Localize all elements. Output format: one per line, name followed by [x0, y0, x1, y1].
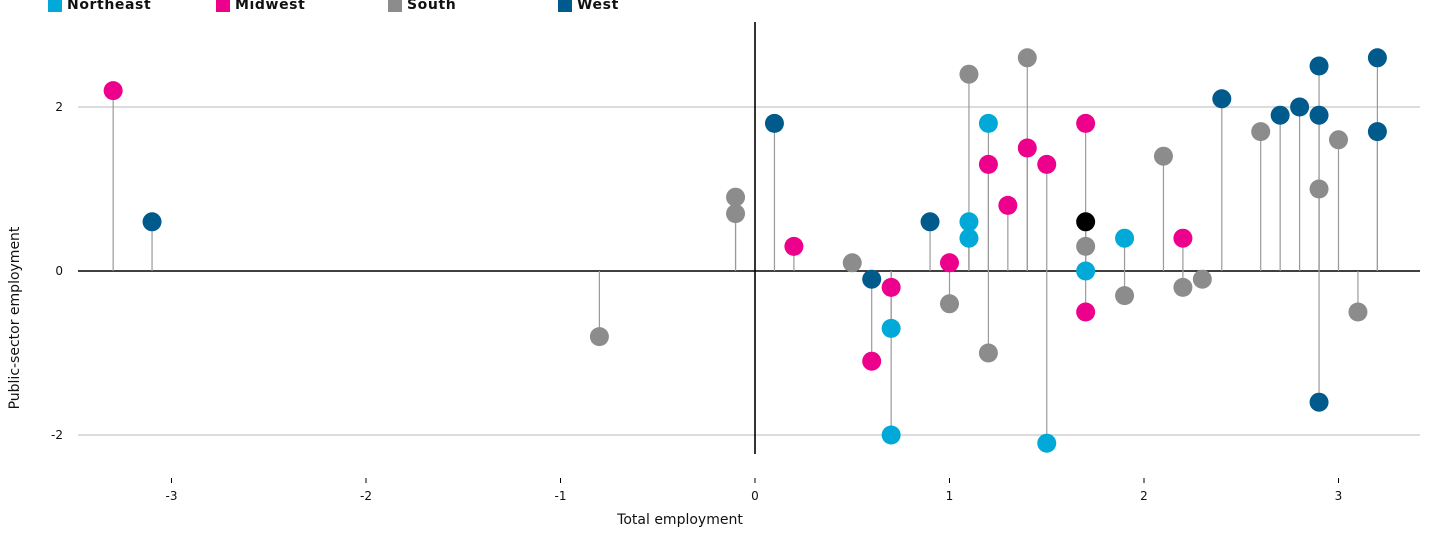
x-tick-label: 3	[1335, 489, 1343, 503]
data-point	[1367, 48, 1387, 68]
legend-swatch	[48, 0, 62, 12]
data-point	[589, 327, 609, 347]
x-tick-label: 0	[751, 489, 759, 503]
data-point	[1270, 105, 1290, 125]
tick-layer: -3 -2 -1 0 1 2 3 -2 0 2	[51, 100, 1342, 503]
legend-swatch	[558, 0, 572, 12]
data-point	[1153, 146, 1173, 166]
y-tick-label: 2	[55, 100, 63, 114]
data-point	[103, 81, 123, 101]
x-axis-title: Total employment	[616, 512, 743, 528]
data-point	[1037, 433, 1057, 453]
data-point	[881, 318, 901, 338]
legend-item: South	[388, 0, 456, 13]
data-point	[881, 425, 901, 445]
data-point	[1173, 228, 1193, 248]
data-point	[1251, 122, 1271, 142]
data-point	[1017, 138, 1037, 158]
legend-label: Northeast	[67, 0, 152, 13]
data-point	[1212, 89, 1232, 109]
data-point	[142, 212, 162, 232]
data-point	[1309, 392, 1329, 412]
x-tick-label: -2	[360, 489, 372, 503]
data-point	[1309, 179, 1329, 199]
data-point	[881, 277, 901, 297]
x-tick-label: 1	[946, 489, 954, 503]
data-point	[978, 343, 998, 363]
data-point	[1309, 56, 1329, 76]
data-point	[959, 228, 979, 248]
data-point	[1076, 302, 1096, 322]
legend-item: Midwest	[216, 0, 305, 13]
data-point	[1173, 277, 1193, 297]
data-point	[1290, 97, 1310, 117]
data-point	[940, 294, 959, 314]
data-point	[784, 236, 804, 256]
stem-layer	[112, 57, 1379, 444]
data-point	[862, 351, 882, 371]
legend-label: South	[407, 0, 457, 13]
legend-item: Northeast	[48, 0, 151, 13]
axis-layer	[78, 22, 1420, 454]
data-point	[1037, 154, 1057, 174]
point-layer	[103, 48, 1387, 453]
data-point	[726, 187, 746, 207]
data-point	[959, 212, 979, 232]
data-point	[842, 253, 862, 273]
data-point	[959, 64, 979, 84]
data-point	[1309, 105, 1329, 125]
data-point	[1076, 113, 1096, 133]
data-point	[920, 212, 940, 232]
data-point	[1115, 228, 1135, 248]
legend-swatch	[388, 0, 402, 12]
legend-item: West	[558, 0, 619, 13]
data-point	[1329, 130, 1348, 150]
data-point	[764, 113, 784, 133]
data-point	[1115, 286, 1135, 306]
legend-label: Midwest	[235, 0, 306, 13]
x-tick-label: -3	[166, 489, 178, 503]
data-point	[978, 113, 998, 133]
data-point	[1348, 302, 1368, 322]
data-point	[862, 269, 882, 289]
x-tick-label: 2	[1140, 489, 1148, 503]
data-point	[1367, 122, 1387, 142]
data-point	[1076, 261, 1096, 281]
data-point	[726, 204, 746, 224]
data-point	[998, 195, 1018, 215]
data-point	[978, 154, 998, 174]
y-axis-title: Public-sector employment	[7, 226, 23, 409]
data-point	[940, 253, 959, 273]
data-point	[1017, 48, 1037, 68]
data-point	[1192, 269, 1212, 289]
y-tick-label: 0	[55, 264, 63, 278]
legend-label: West	[577, 0, 619, 13]
legend-swatch	[216, 0, 230, 12]
x-tick-label: -1	[555, 489, 567, 503]
data-point	[1076, 236, 1096, 256]
y-tick-label: -2	[51, 428, 63, 442]
data-point	[1076, 212, 1096, 232]
grid-layer	[78, 106, 1420, 436]
